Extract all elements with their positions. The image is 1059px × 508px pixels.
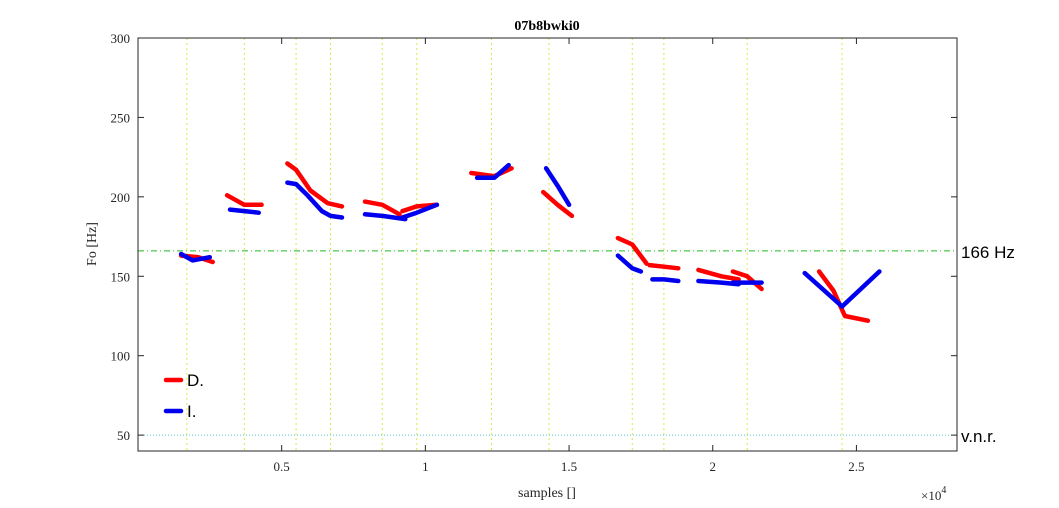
grid-layer — [186, 38, 843, 451]
series-segment — [227, 207, 261, 215]
x-tick-label: 1.5 — [561, 459, 577, 474]
chart-title: 07b8bwki0 — [514, 19, 579, 34]
plot-area — [138, 38, 957, 451]
y-tick-label: 200 — [111, 190, 131, 205]
reference-label: 166 Hz — [961, 243, 1015, 262]
series-segment — [362, 212, 408, 222]
legend: D. I. — [163, 371, 204, 421]
legend-label: I. — [187, 402, 196, 421]
y-tick-label: 50 — [117, 428, 130, 443]
series-segment — [650, 277, 681, 284]
series-segment — [178, 251, 213, 263]
series-segment — [540, 189, 575, 219]
x-axis-label: samples [] — [518, 486, 576, 501]
y-tick-label: 250 — [111, 110, 131, 125]
reference-label: v.n.r. — [961, 427, 997, 446]
legend-label: D. — [187, 371, 204, 390]
axis-ticks: 0.5 1 1.5 2 2.5 50 100 150 200 250 300 — [111, 31, 957, 474]
y-tick-label: 300 — [111, 31, 131, 46]
series-layer — [178, 161, 882, 323]
series-segment — [615, 235, 649, 266]
reference-lines: 166 Hz v.n.r. — [138, 243, 1015, 446]
legend-item-i: I. — [163, 402, 196, 421]
x-exponent-base: ×10 — [921, 488, 941, 503]
x-tick-label: 0.5 — [274, 459, 290, 474]
series-segment — [696, 267, 741, 282]
plot-frame — [137, 37, 958, 452]
series-segment — [543, 166, 572, 208]
x-exponent-label: ×104 — [921, 485, 946, 503]
series-segment — [285, 180, 345, 220]
series-segment — [400, 202, 440, 220]
x-tick-label: 2 — [709, 459, 716, 474]
series-segment — [474, 162, 511, 181]
y-axis-label: Fo [Hz] — [85, 222, 100, 266]
series-segment — [285, 161, 345, 209]
series-segment — [802, 269, 882, 309]
series-i — [178, 162, 882, 309]
y-tick-label: 100 — [111, 349, 131, 364]
x-exponent-power: 4 — [941, 485, 946, 496]
x-tick-label: 1 — [422, 459, 429, 474]
series-segment — [647, 262, 681, 271]
series-segment — [362, 199, 402, 217]
series-segment — [224, 193, 264, 208]
legend-item-d: D. — [163, 371, 204, 390]
y-tick-label: 150 — [111, 269, 131, 284]
x-tick-label: 2.5 — [848, 459, 864, 474]
series-segment — [615, 253, 644, 274]
